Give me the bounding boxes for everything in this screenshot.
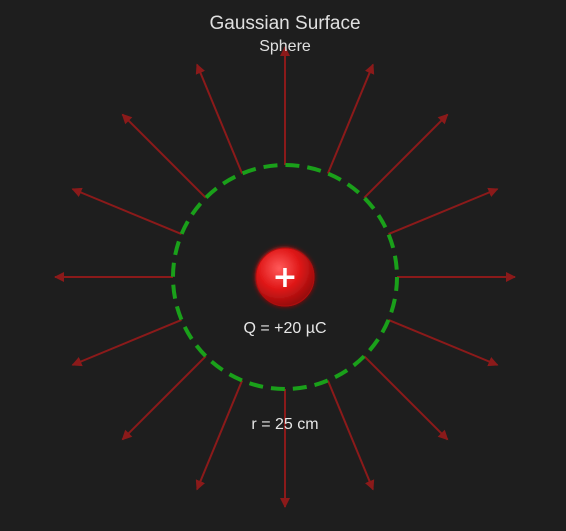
field-line-arrow bbox=[326, 380, 375, 491]
field-line-arrow bbox=[388, 187, 499, 236]
field-lines bbox=[54, 46, 516, 508]
field-line-arrow bbox=[363, 113, 449, 199]
diagram-title: Gaussian Surface bbox=[209, 13, 360, 34]
gaussian-surface-sphere bbox=[171, 163, 399, 391]
field-line-arrow bbox=[121, 113, 207, 199]
field-line-arrow bbox=[363, 355, 449, 441]
field-line-arrow bbox=[326, 63, 375, 174]
field-line-arrow bbox=[121, 355, 207, 441]
point-charge bbox=[255, 247, 315, 307]
radius-label: r = 25 cm bbox=[251, 416, 318, 433]
charge-label: Q = +20 µC bbox=[243, 320, 326, 337]
field-line-arrow bbox=[195, 63, 244, 174]
field-line-arrow bbox=[388, 318, 499, 367]
charge-plus-sign: + bbox=[272, 260, 297, 295]
field-line-arrow bbox=[71, 318, 182, 367]
field-line-arrow bbox=[195, 380, 244, 491]
field-line-arrow bbox=[71, 187, 182, 236]
diagram-subtitle: Sphere bbox=[259, 38, 311, 55]
